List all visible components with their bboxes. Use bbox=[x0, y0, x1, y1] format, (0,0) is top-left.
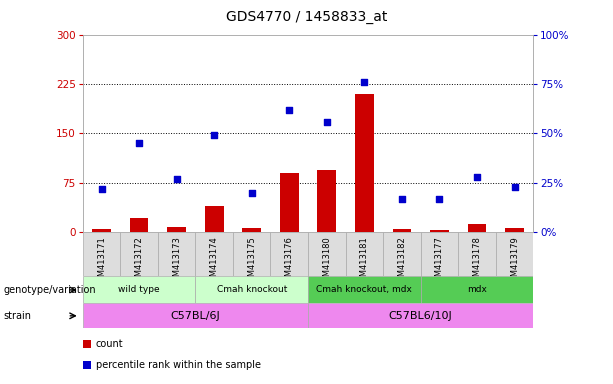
Text: Cmah knockout: Cmah knockout bbox=[216, 285, 287, 295]
Bar bbox=[130, 218, 148, 232]
Bar bbox=[120, 232, 158, 276]
Text: GSM413178: GSM413178 bbox=[473, 236, 481, 287]
Bar bbox=[242, 228, 261, 232]
Text: GSM413171: GSM413171 bbox=[97, 236, 106, 286]
Bar bbox=[167, 227, 186, 232]
Text: GSM413180: GSM413180 bbox=[322, 236, 331, 286]
Bar bbox=[308, 303, 533, 328]
Bar bbox=[458, 232, 496, 276]
Bar bbox=[430, 230, 449, 232]
Bar bbox=[355, 94, 374, 232]
Bar bbox=[196, 276, 308, 303]
Text: Cmah knockout, mdx: Cmah knockout, mdx bbox=[316, 285, 413, 295]
Text: wild type: wild type bbox=[118, 285, 160, 295]
Text: GSM413173: GSM413173 bbox=[172, 236, 181, 287]
Text: percentile rank within the sample: percentile rank within the sample bbox=[96, 360, 261, 370]
Point bbox=[172, 176, 181, 182]
Point bbox=[435, 195, 444, 202]
Point bbox=[97, 186, 107, 192]
Bar bbox=[308, 276, 421, 303]
Bar bbox=[421, 232, 458, 276]
Bar bbox=[92, 229, 111, 232]
Point bbox=[472, 174, 482, 180]
Bar bbox=[308, 232, 346, 276]
Text: GSM413175: GSM413175 bbox=[247, 236, 256, 286]
Bar bbox=[158, 232, 196, 276]
Text: GSM413176: GSM413176 bbox=[285, 236, 294, 287]
Point bbox=[209, 132, 219, 139]
Bar bbox=[83, 232, 120, 276]
Bar bbox=[505, 228, 524, 232]
Point bbox=[322, 119, 332, 125]
Bar bbox=[468, 224, 486, 232]
Text: genotype/variation: genotype/variation bbox=[3, 285, 96, 295]
Bar bbox=[83, 303, 308, 328]
Bar bbox=[83, 276, 196, 303]
Text: GSM413172: GSM413172 bbox=[135, 236, 143, 286]
Text: GDS4770 / 1458833_at: GDS4770 / 1458833_at bbox=[226, 10, 387, 23]
Text: GSM413179: GSM413179 bbox=[510, 236, 519, 286]
Bar bbox=[233, 232, 270, 276]
Bar bbox=[270, 232, 308, 276]
Text: GSM413181: GSM413181 bbox=[360, 236, 369, 286]
Bar bbox=[496, 232, 533, 276]
Point bbox=[134, 140, 144, 146]
Text: strain: strain bbox=[3, 311, 31, 321]
Text: GSM413177: GSM413177 bbox=[435, 236, 444, 287]
Point bbox=[359, 79, 369, 85]
Bar bbox=[346, 232, 383, 276]
Point bbox=[247, 190, 257, 196]
Text: GSM413182: GSM413182 bbox=[397, 236, 406, 286]
Bar bbox=[383, 232, 421, 276]
Text: C57BL/6J: C57BL/6J bbox=[170, 311, 220, 321]
Bar bbox=[392, 229, 411, 232]
Text: C57BL6/10J: C57BL6/10J bbox=[389, 311, 452, 321]
Bar bbox=[196, 232, 233, 276]
Point bbox=[509, 184, 519, 190]
Text: GSM413174: GSM413174 bbox=[210, 236, 219, 286]
Bar bbox=[318, 170, 336, 232]
Bar bbox=[280, 173, 299, 232]
Text: count: count bbox=[96, 339, 123, 349]
Point bbox=[284, 107, 294, 113]
Text: mdx: mdx bbox=[467, 285, 487, 295]
Bar bbox=[205, 206, 224, 232]
Point bbox=[397, 195, 407, 202]
Bar bbox=[421, 276, 533, 303]
